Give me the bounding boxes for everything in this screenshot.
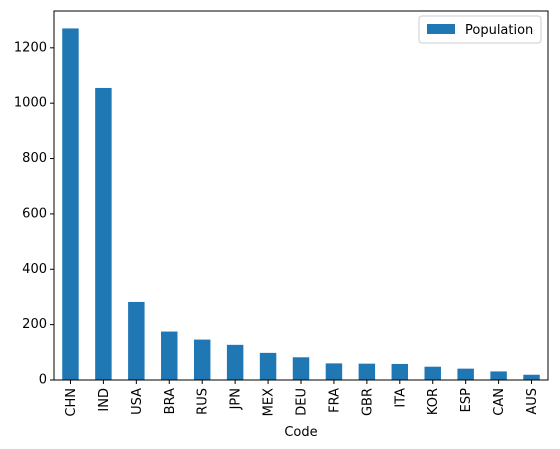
y-tick-label: 800 <box>22 151 47 166</box>
legend-swatch <box>427 24 455 34</box>
x-tick-label: CAN <box>492 388 507 416</box>
y-tick-label: 1000 <box>14 96 47 111</box>
legend-label: Population <box>465 23 533 38</box>
bars-group <box>62 28 540 381</box>
bar-chn <box>62 28 79 381</box>
bar-can <box>490 371 507 380</box>
bar-ind <box>95 87 112 380</box>
x-tick-label: CHN <box>64 388 79 417</box>
y-tick-label: 400 <box>22 262 47 277</box>
x-tick-label: RUS <box>196 388 211 415</box>
x-axis: CHN IND USA BRA RUS JPN MEX DEU FRA GBR ITA KOR ESP C… <box>64 380 540 417</box>
y-tick-label: 0 <box>39 373 47 388</box>
bar-esp <box>457 368 474 380</box>
plot-frame <box>53 10 549 381</box>
bar-fra <box>325 363 343 380</box>
y-tick-label: 1200 <box>14 40 47 55</box>
bar-jpn <box>226 344 244 380</box>
x-tick-label: ESP <box>459 388 474 412</box>
x-tick-label: AUS <box>525 388 540 415</box>
y-tick-label: 600 <box>22 206 47 221</box>
x-tick-label: BRA <box>163 388 178 414</box>
bar-ita <box>391 363 409 380</box>
bar-usa <box>128 301 145 380</box>
x-tick-label: ITA <box>393 388 408 408</box>
x-tick-label: IND <box>97 388 112 412</box>
legend-box <box>418 15 542 44</box>
x-tick-label: USA <box>130 388 145 415</box>
bar-rus <box>193 339 211 380</box>
x-tick-label: KOR <box>426 388 441 415</box>
x-tick-label: GBR <box>360 388 375 416</box>
x-axis-title: Code <box>284 425 317 440</box>
bar-kor <box>424 366 441 380</box>
y-axis: 0 200 400 600 800 1000 1200 <box>14 40 54 388</box>
bar-gbr <box>358 363 376 380</box>
x-tick-label: MEX <box>262 388 277 416</box>
bar-deu <box>292 357 310 380</box>
bar-mex <box>259 352 277 380</box>
y-tick-label: 200 <box>22 317 47 332</box>
x-tick-label: JPN <box>229 388 244 410</box>
legend: Population <box>418 15 542 44</box>
x-tick-label: FRA <box>327 388 342 413</box>
bar-bra <box>161 331 178 380</box>
x-tick-label: DEU <box>295 388 310 416</box>
bar-aus <box>523 374 540 380</box>
